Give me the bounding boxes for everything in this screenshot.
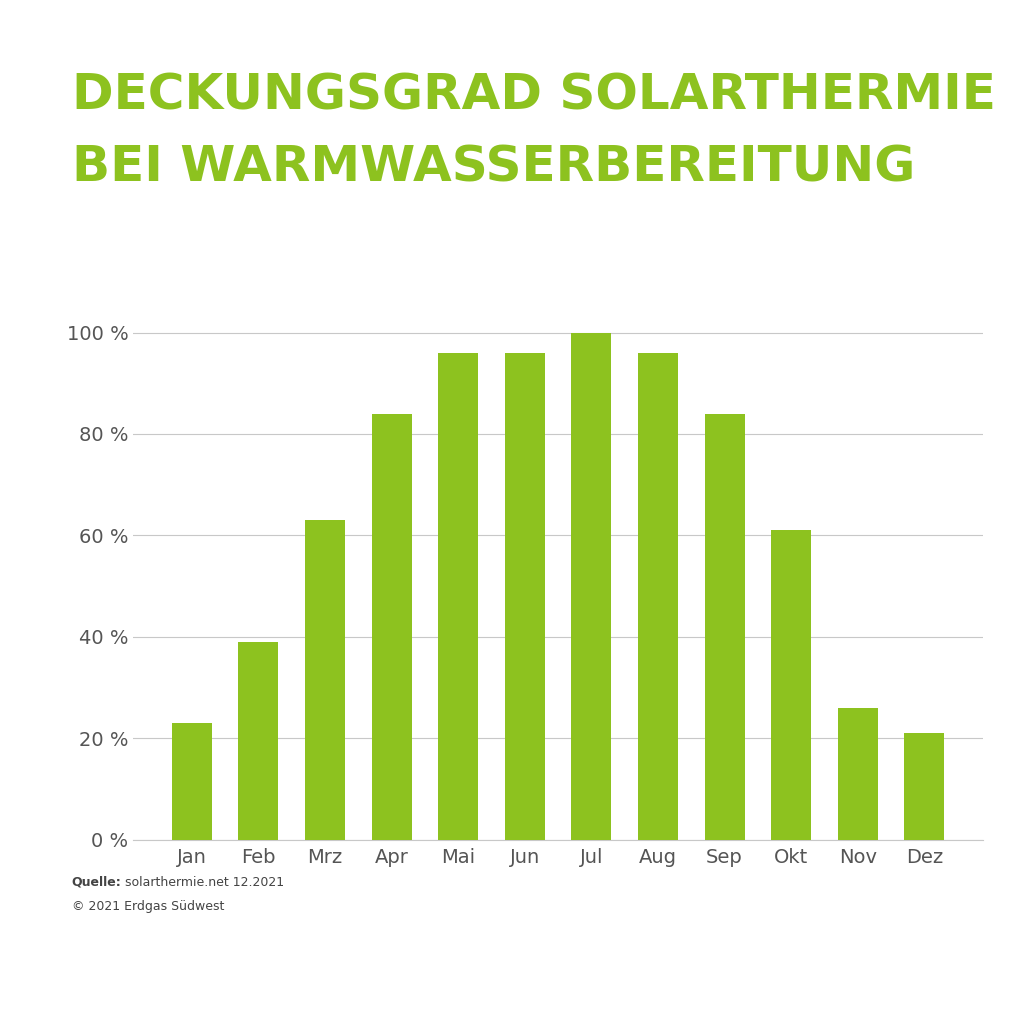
Bar xyxy=(904,733,944,840)
Bar xyxy=(239,642,279,840)
Bar xyxy=(172,723,212,840)
Text: solarthermie.net 12.2021: solarthermie.net 12.2021 xyxy=(121,876,284,889)
Bar xyxy=(838,708,878,840)
Bar xyxy=(638,353,678,840)
Bar xyxy=(571,333,611,840)
Bar xyxy=(372,414,412,840)
Text: Quelle:: Quelle: xyxy=(72,876,122,889)
Text: BEI WARMWASSERBEREITUNG: BEI WARMWASSERBEREITUNG xyxy=(72,143,915,191)
Bar xyxy=(505,353,545,840)
Bar xyxy=(705,414,744,840)
Text: DECKUNGSGRAD SOLARTHERMIE: DECKUNGSGRAD SOLARTHERMIE xyxy=(72,72,995,120)
Bar xyxy=(305,520,345,840)
Bar xyxy=(438,353,478,840)
Text: © 2021 Erdgas Südwest: © 2021 Erdgas Südwest xyxy=(72,900,224,913)
Bar xyxy=(771,530,811,840)
